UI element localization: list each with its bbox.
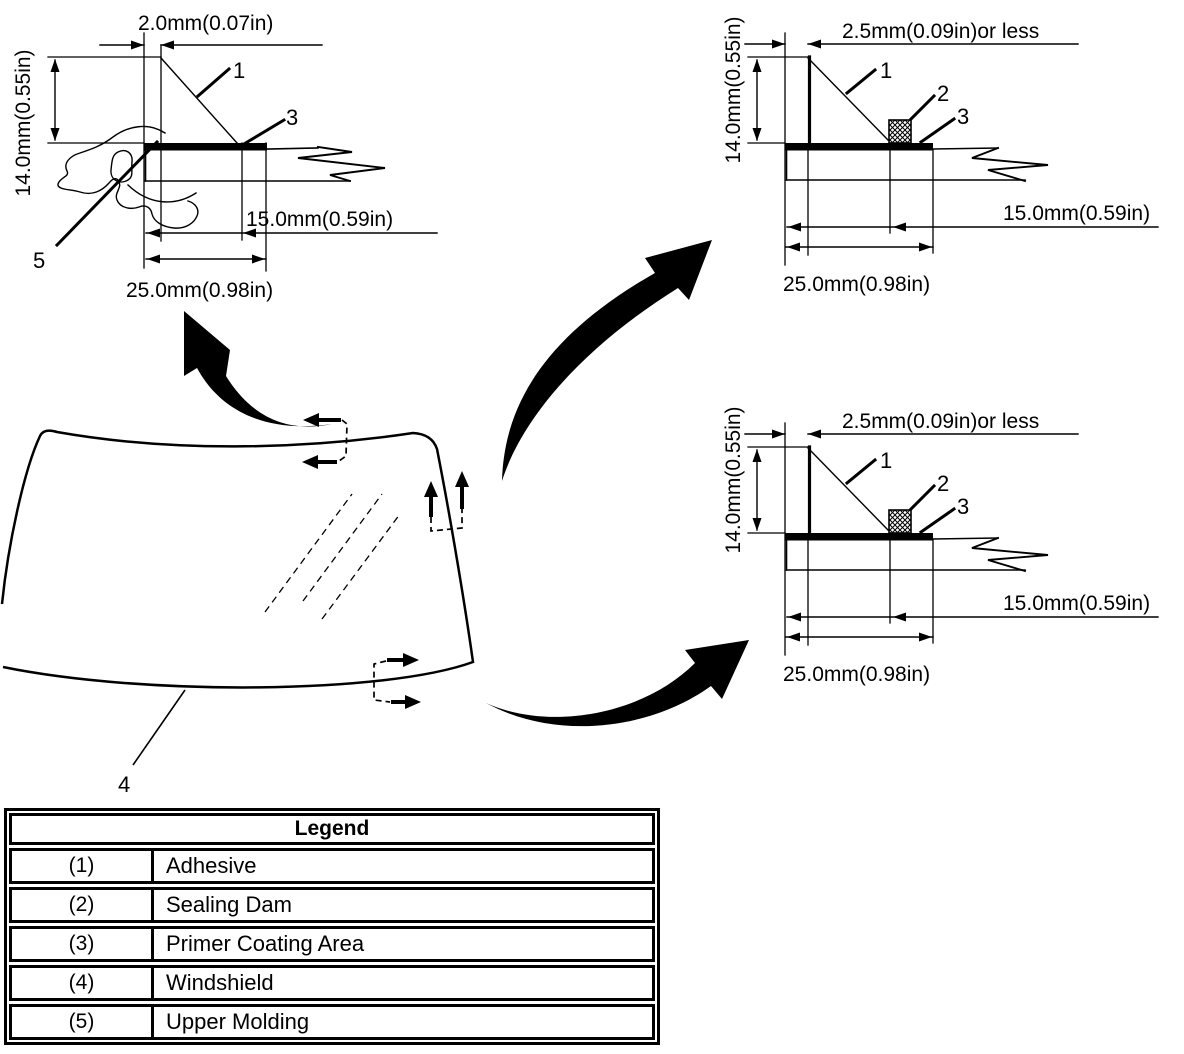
section-arrow-icon [424, 481, 438, 497]
dimension-arrowheads [752, 39, 932, 252]
legend-row-number: (5) [12, 1007, 154, 1037]
arrow-to-top-right-detail [502, 240, 712, 481]
callout-primer: 3 [957, 494, 969, 519]
glass-cross-section [785, 536, 1049, 573]
dim-gap-label: 2.5mm(0.09in)or less [842, 20, 1039, 43]
dim-gap-label: 2.0mm(0.07in) [138, 12, 273, 35]
section-arrow-icon [405, 695, 421, 709]
callout-leaders [844, 457, 957, 535]
section-marker-top [302, 413, 348, 469]
callout-leaders [54, 66, 287, 248]
legend-row-primer-coating: (3) Primer Coating Area [9, 926, 655, 962]
callout-dam: 2 [937, 81, 949, 106]
glass-cross-section [785, 146, 1049, 183]
sealing-dam [888, 509, 912, 534]
legend-row-label: Upper Molding [166, 1009, 310, 1034]
dim-gap-label: 2.5mm(0.09in)or less [842, 410, 1039, 433]
break-zigzag [971, 146, 1049, 183]
break-zigzag [297, 145, 386, 183]
legend-row-number: (2) [12, 890, 154, 920]
windshield-drawing: 4 [0, 413, 475, 797]
dim-total-label: 25.0mm(0.98in) [126, 279, 273, 302]
dim-primer-label: 15.0mm(0.59in) [246, 208, 393, 231]
detail-section-side-upper: 2.5mm(0.09in)or less 14.0mm(0.55in) 15.0… [722, 16, 1159, 296]
windshield-callout-leader [132, 689, 186, 766]
detail-section-upper-edge: 2.0mm(0.07in) 14.0mm(0.55in) 15.0mm(0.59… [12, 12, 438, 302]
section-marker-right [424, 471, 469, 532]
legend-row-label: Windshield [166, 970, 274, 995]
legend-row-windshield: (4) Windshield [9, 965, 655, 1001]
callout-adhesive: 1 [880, 58, 892, 83]
glass-cross-section [144, 145, 386, 183]
legend-row-label: Sealing Dam [166, 892, 292, 917]
adhesive-bead-line [807, 57, 889, 141]
arrow-to-mid-right-detail [486, 640, 749, 727]
detail-section-side-lower: 2.5mm(0.09in)or less 14.0mm(0.55in) 15.0… [722, 406, 1159, 686]
dim-height-label: 14.0mm(0.55in) [12, 49, 35, 196]
callout-primer: 3 [286, 105, 298, 130]
dim-primer-label: 15.0mm(0.59in) [1003, 202, 1150, 225]
adhesive-bead-line [807, 447, 889, 531]
callout-dam: 2 [937, 471, 949, 496]
legend-row-number: (3) [12, 929, 154, 959]
glass-reflection-lines [264, 493, 401, 620]
windshield-outline [0, 429, 475, 689]
callout-molding: 5 [33, 248, 45, 273]
dim-total-label: 25.0mm(0.98in) [783, 273, 930, 296]
callout-primer: 3 [957, 104, 969, 129]
callout-adhesive: 1 [880, 448, 892, 473]
adhesive-bead-line [160, 57, 238, 144]
primer-coating-bar [144, 143, 267, 151]
section-arrow-icon [455, 471, 469, 487]
upper-molding-profile [57, 125, 199, 229]
legend-row-number: (1) [12, 851, 154, 881]
legend-row-label: Primer Coating Area [166, 931, 365, 956]
section-marker-bottom [373, 653, 421, 709]
legend-table: Legend (1) Adhesive (2) Sealing Dam (3) … [4, 808, 660, 1045]
callout-leaders [844, 67, 957, 145]
break-zigzag [971, 536, 1049, 573]
sealing-dam [888, 119, 912, 144]
dimension-arrowheads [752, 429, 932, 642]
legend-row-sealing-dam: (2) Sealing Dam [9, 887, 655, 923]
dim-height-label: 14.0mm(0.55in) [722, 16, 745, 163]
callout-adhesive: 1 [233, 58, 245, 83]
legend-row-adhesive: (1) Adhesive [9, 848, 655, 884]
primer-coating-bar [785, 143, 933, 151]
primer-coating-bar [785, 533, 933, 541]
legend-row-upper-molding: (5) Upper Molding [9, 1004, 655, 1040]
dim-height-label: 14.0mm(0.55in) [722, 406, 745, 553]
dimension-lines [744, 43, 1159, 248]
arrow-to-upper-left-detail [184, 311, 332, 427]
section-arrow-icon [302, 455, 318, 469]
dimension-lines [744, 433, 1159, 638]
dimension-arrowheads [50, 40, 265, 264]
legend-row-label: Adhesive [166, 853, 257, 878]
legend-title: Legend [9, 813, 655, 845]
pointer-arrows [184, 240, 749, 727]
section-arrow-icon [303, 413, 319, 427]
callout-windshield: 4 [118, 772, 130, 797]
dim-total-label: 25.0mm(0.98in) [783, 663, 930, 686]
section-arrow-icon [403, 653, 419, 667]
dim-primer-label: 15.0mm(0.59in) [1003, 592, 1150, 615]
legend-row-number: (4) [12, 968, 154, 998]
